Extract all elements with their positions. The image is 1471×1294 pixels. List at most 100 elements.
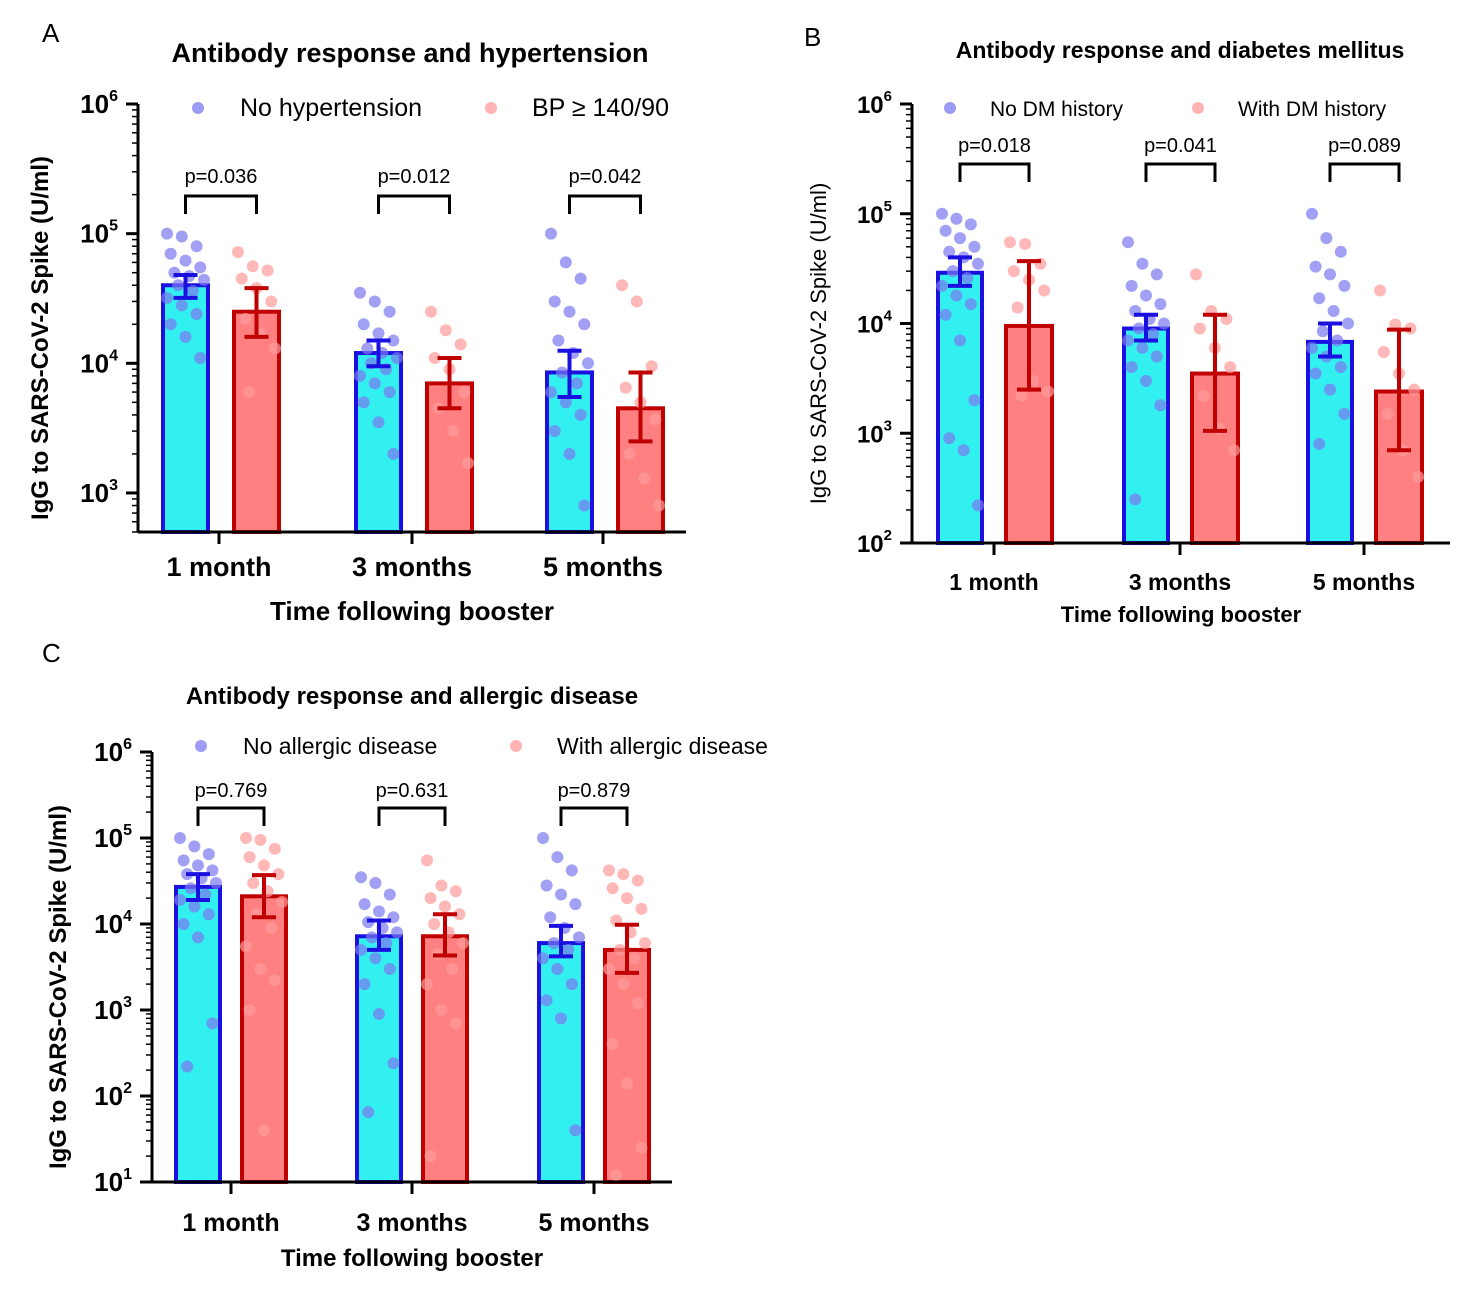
p-value-label: p=0.018: [958, 135, 1031, 157]
significance-bracket: [559, 806, 629, 826]
point-series1-cat2: [1140, 374, 1152, 387]
point-series2-cat1: [1007, 265, 1020, 278]
point-series2-cat1: [1038, 284, 1051, 297]
point-series2-cat3: [645, 360, 658, 373]
point-series2-cat3: [617, 868, 630, 881]
point-series2-cat3: [653, 499, 665, 512]
y-axis-label: IgG to SARS-CoV-2 Spike (U/ml): [806, 183, 831, 505]
point-series2-cat1: [1011, 301, 1024, 314]
x-tick-label: 3 months: [1129, 569, 1231, 595]
point-series2-cat1: [265, 295, 278, 308]
point-series1-cat3: [540, 994, 553, 1007]
point-series1-cat3: [573, 931, 585, 944]
point-series2-cat3: [1381, 407, 1394, 420]
point-series1-cat1: [968, 394, 981, 407]
p-value-label: p=0.042: [569, 166, 642, 188]
point-series1-cat2: [369, 952, 382, 965]
point-series1-cat1: [194, 351, 207, 364]
p-value-label: p=0.769: [195, 780, 268, 802]
point-series1-cat3: [570, 377, 583, 390]
y-tick-exponent: 1: [123, 1166, 132, 1183]
point-series1-cat2: [372, 416, 385, 429]
y-tick-label: 102: [857, 527, 892, 558]
point-series2-cat2: [453, 908, 466, 921]
point-series2-cat1: [272, 868, 285, 881]
point-series1-cat1: [188, 900, 201, 913]
point-series1-cat2: [365, 931, 378, 944]
point-series1-cat3: [1316, 325, 1329, 338]
point-series1-cat2: [387, 1057, 400, 1070]
point-series1-cat2: [1122, 334, 1134, 347]
point-series1-cat1: [177, 918, 190, 930]
p-value-label: p=0.089: [1328, 135, 1401, 157]
y-tick-exponent: 5: [109, 218, 118, 235]
point-series1-cat2: [1150, 268, 1163, 281]
point-series1-cat2: [1154, 298, 1167, 311]
point-series1-cat2: [357, 318, 370, 331]
point-series1-cat1: [950, 212, 963, 225]
y-tick-base: 10: [857, 312, 884, 339]
point-series2-cat2: [439, 900, 451, 913]
point-series1-cat1: [943, 245, 956, 258]
point-series1-cat2: [1125, 279, 1138, 292]
legend-label-2: With DM history: [1238, 98, 1387, 121]
point-series1-cat3: [569, 898, 582, 911]
x-tick-label: 5 months: [1313, 569, 1415, 595]
point-series2-cat2: [447, 425, 460, 438]
point-series1-cat1: [968, 240, 981, 253]
panel-letter: A: [42, 18, 60, 48]
point-series1-cat1: [164, 247, 177, 260]
point-series1-cat1: [943, 432, 956, 445]
chart-panel-b: B Antibody response and diabetes mellitus…: [804, 22, 1450, 627]
p-value-label: p=0.012: [378, 166, 451, 188]
y-tick-label: 104: [857, 308, 893, 339]
point-series1-cat1: [936, 279, 948, 292]
y-tick-label: 105: [94, 822, 132, 853]
y-tick-exponent: 6: [884, 88, 892, 105]
point-series2-cat1: [240, 832, 252, 844]
point-series2-cat1: [232, 246, 244, 259]
point-series2-cat3: [1408, 383, 1421, 396]
point-series1-cat1: [961, 271, 974, 284]
point-series1-cat1: [186, 285, 199, 298]
point-series1-cat1: [172, 279, 185, 292]
point-series1-cat2: [373, 1007, 385, 1020]
point-series2-cat1: [1015, 389, 1028, 402]
y-tick-label: 103: [94, 994, 132, 1025]
y-tick-exponent: 4: [109, 347, 118, 364]
significance-bracket: [196, 806, 266, 826]
point-series1-cat2: [1136, 257, 1149, 270]
bar-series2-cat3: [616, 406, 665, 534]
point-series2-cat1: [243, 386, 256, 399]
point-series2-cat2: [458, 386, 471, 399]
point-series1-cat1: [192, 859, 204, 872]
y-tick-exponent: 5: [884, 198, 892, 215]
point-series1-cat1: [188, 840, 201, 853]
point-series1-cat3: [578, 499, 591, 512]
y-tick-base: 10: [857, 531, 884, 558]
point-series1-cat3: [537, 952, 549, 965]
point-series2-cat2: [1228, 444, 1240, 457]
point-series2-cat1: [235, 272, 248, 285]
point-series1-cat1: [210, 876, 222, 889]
point-series1-cat1: [181, 1060, 194, 1073]
y-tick-label: 104: [80, 347, 118, 378]
point-series2-cat2: [1197, 389, 1210, 402]
point-series1-cat3: [569, 1124, 582, 1137]
y-tick-base: 10: [94, 1081, 123, 1111]
point-series2-cat3: [610, 1169, 623, 1182]
point-series2-cat3: [631, 997, 644, 1010]
point-series1-cat3: [1334, 361, 1347, 374]
chart-title: Antibody response and allergic disease: [186, 683, 638, 710]
point-series2-cat3: [619, 381, 632, 394]
point-series2-cat3: [649, 413, 662, 426]
point-series1-cat3: [545, 227, 557, 240]
point-series1-cat1: [972, 257, 984, 270]
point-series1-cat3: [547, 937, 560, 950]
point-series2-cat1: [276, 896, 288, 909]
y-tick-exponent: 3: [123, 994, 132, 1011]
y-tick-base: 10: [80, 219, 109, 249]
point-series1-cat3: [1338, 279, 1351, 292]
point-series1-cat1: [190, 308, 203, 321]
point-series1-cat2: [383, 888, 396, 901]
